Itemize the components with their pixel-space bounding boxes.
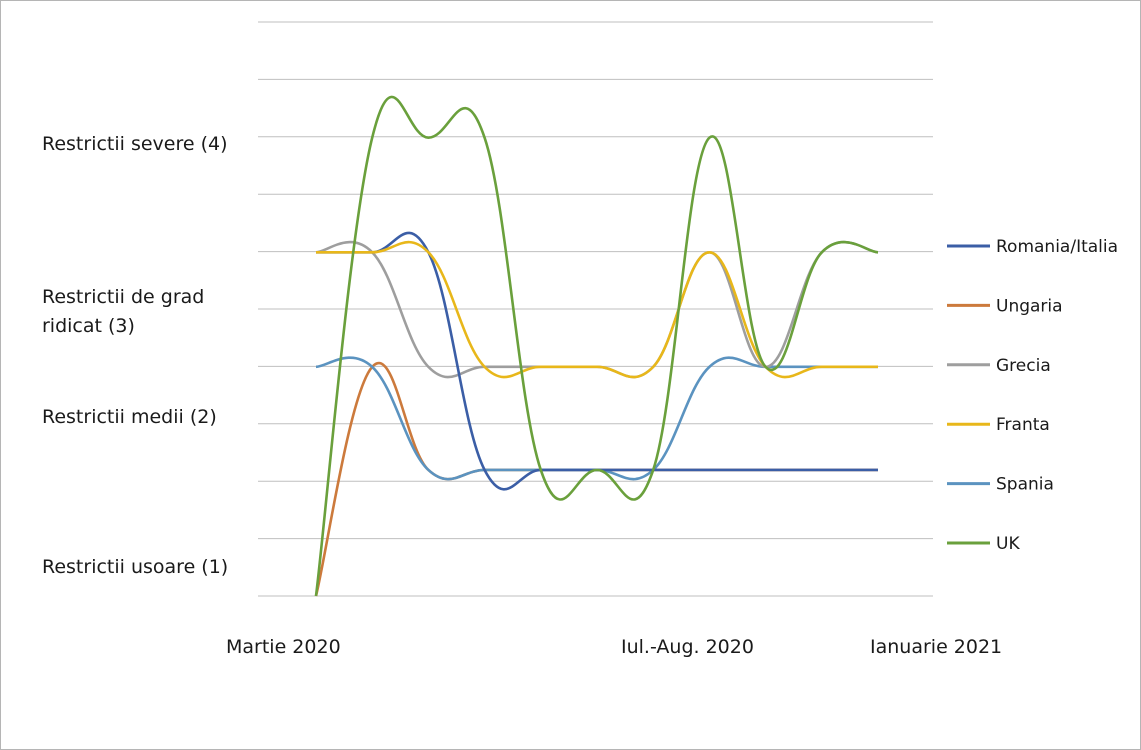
gridlines (258, 21, 933, 597)
series-line-uk (314, 95, 879, 597)
legend-item: Ungaria (947, 296, 1063, 316)
x-tick-label-martie: Martie 2020 (226, 636, 341, 658)
legend-label: Spania (996, 475, 1054, 495)
legend-item: Grecia (947, 356, 1051, 376)
series-lines (314, 95, 879, 597)
legend-label: UK (996, 534, 1020, 554)
legend-label: Romania/Italia (996, 237, 1118, 257)
legend-item: Spania (947, 475, 1054, 495)
legend: Romania/Italia Ungaria Grecia Franta Spania U… (947, 237, 1118, 554)
y-tick-label-3: Restrictii de grad ridicat (3) (42, 286, 205, 337)
x-tick-label-ianuarie: Ianuarie 2021 (870, 636, 1003, 658)
legend-item: UK (947, 534, 1020, 554)
legend-item: Romania/Italia (947, 237, 1118, 257)
y-tick-label-2: Restrictii medii (2) (42, 406, 217, 428)
series-line-romania-italia (315, 231, 878, 491)
series-line-grecia (315, 240, 879, 379)
y-tick-label-4: Restrictii severe (4) (42, 133, 228, 155)
series-line-ungaria (314, 362, 878, 597)
legend-item: Franta (947, 415, 1050, 435)
legend-label: Grecia (996, 356, 1051, 376)
x-tick-label-iul-aug: Iul.-Aug. 2020 (621, 636, 754, 658)
y-tick-label-1: Restrictii usoare (1) (42, 556, 229, 578)
legend-label: Ungaria (996, 296, 1063, 316)
legend-label: Franta (996, 415, 1050, 435)
